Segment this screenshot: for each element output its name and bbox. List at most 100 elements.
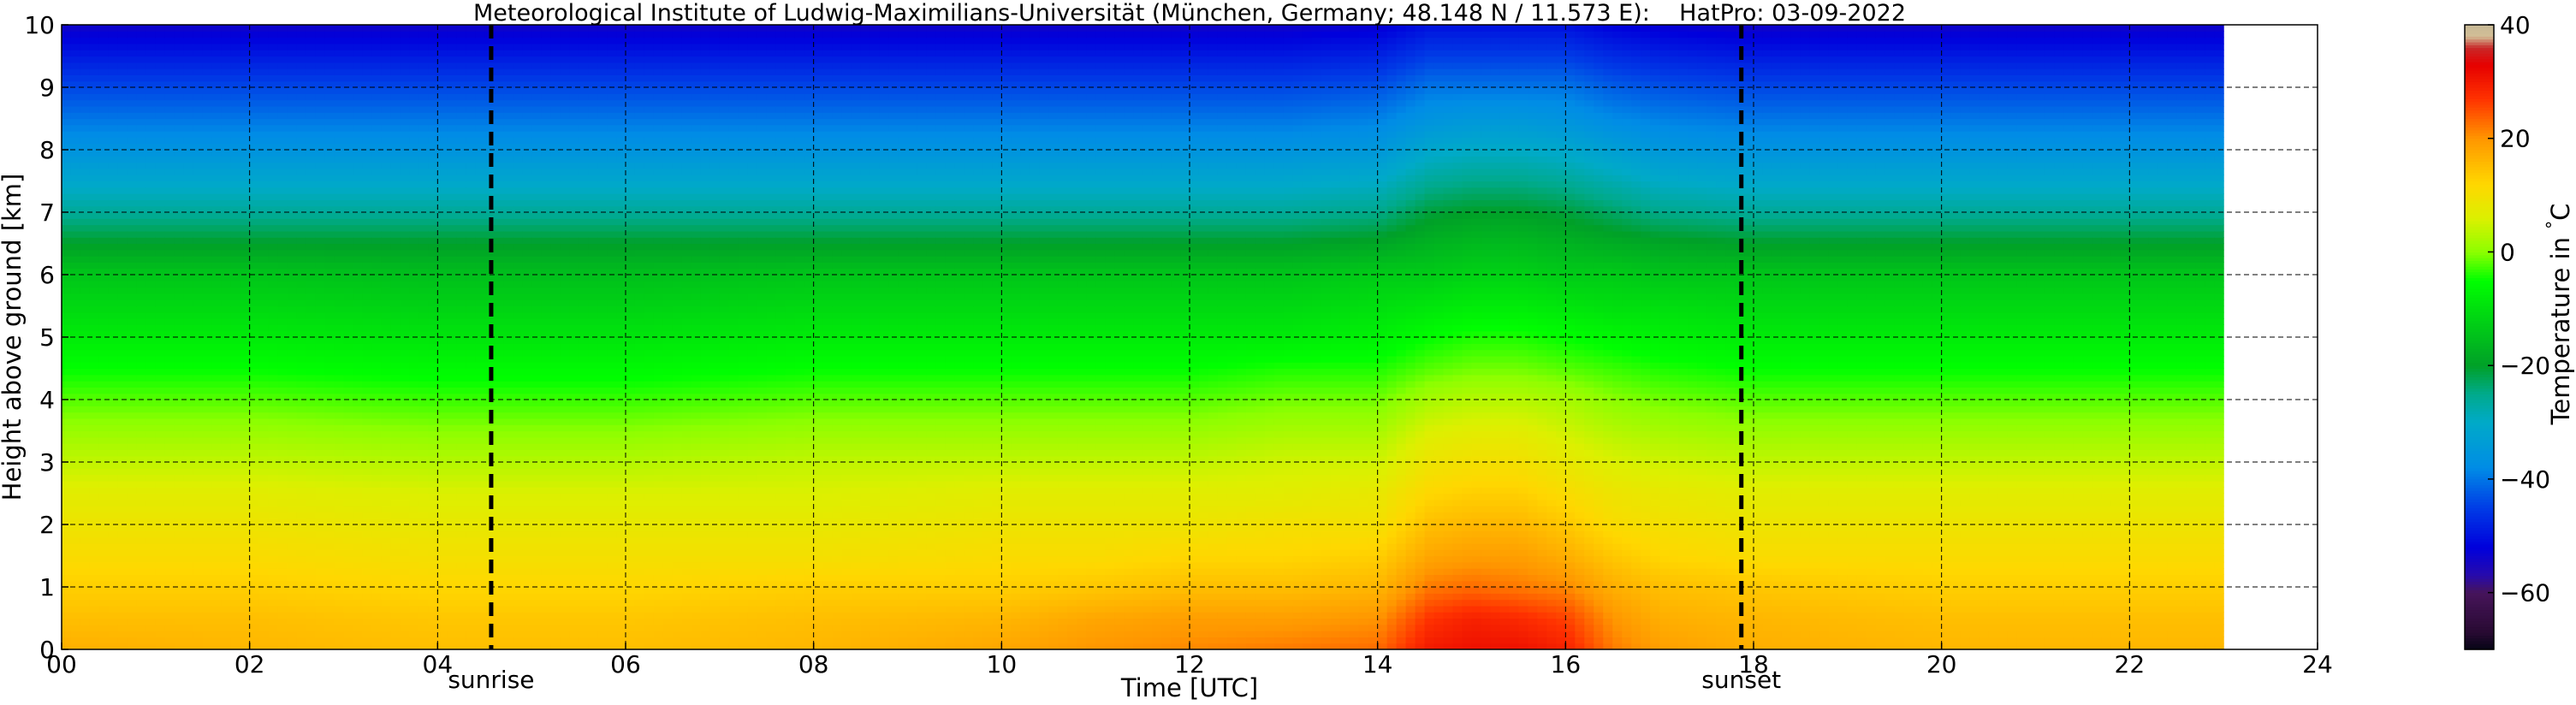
heatmap-cell xyxy=(184,150,194,157)
heatmap-cell xyxy=(381,375,391,382)
heatmap-cell xyxy=(371,631,382,637)
heatmap-cell xyxy=(146,381,157,388)
heatmap-cell xyxy=(475,150,485,157)
heatmap-cell xyxy=(222,619,232,625)
heatmap-cell xyxy=(466,237,476,244)
heatmap-cell xyxy=(400,193,410,200)
heatmap-cell xyxy=(71,299,81,306)
heatmap-cell xyxy=(316,581,326,588)
heatmap-cell xyxy=(156,187,166,194)
heatmap-cell xyxy=(278,312,288,319)
heatmap-cell xyxy=(165,175,175,181)
heatmap-cell xyxy=(400,68,410,75)
heatmap-cell xyxy=(522,225,532,232)
heatmap-cell xyxy=(494,369,504,376)
heatmap-cell xyxy=(362,231,372,238)
heatmap-cell xyxy=(522,506,532,512)
heatmap-cell xyxy=(212,199,223,206)
heatmap-cell xyxy=(146,619,157,625)
heatmap-cell xyxy=(222,337,232,344)
heatmap-cell xyxy=(456,175,466,181)
heatmap-cell xyxy=(522,537,532,544)
heatmap-cell xyxy=(99,530,110,537)
heatmap-cell xyxy=(193,62,204,69)
heatmap-cell xyxy=(325,44,335,50)
heatmap-cell xyxy=(175,593,185,600)
heatmap-cell xyxy=(409,131,419,138)
heatmap-cell xyxy=(503,50,513,56)
heatmap-cell xyxy=(288,193,298,200)
heatmap-cell xyxy=(156,193,166,200)
heatmap-cell xyxy=(316,62,326,69)
heatmap-cell xyxy=(288,625,298,631)
heatmap-cell xyxy=(335,44,345,50)
heatmap-cell xyxy=(335,256,345,263)
heatmap-cell xyxy=(99,350,110,357)
heatmap-cell xyxy=(447,350,457,357)
heatmap-cell xyxy=(118,612,128,619)
heatmap-cell xyxy=(259,93,270,100)
heatmap-cell xyxy=(184,193,194,200)
heatmap-cell xyxy=(297,312,307,319)
heatmap-cell xyxy=(400,356,410,363)
heatmap-cell xyxy=(503,543,513,550)
heatmap-cell xyxy=(118,318,128,325)
heatmap-cell xyxy=(269,324,279,331)
heatmap-cell xyxy=(240,394,251,400)
heatmap-cell xyxy=(437,381,448,388)
heatmap-cell xyxy=(278,574,288,581)
heatmap-cell xyxy=(222,406,232,412)
heatmap-cell xyxy=(400,331,410,338)
heatmap-cell xyxy=(71,343,81,350)
heatmap-cell xyxy=(400,237,410,244)
heatmap-cell xyxy=(212,281,223,287)
heatmap-cell xyxy=(259,312,270,319)
heatmap-cell xyxy=(475,44,485,50)
heatmap-cell xyxy=(90,556,100,563)
heatmap-cell xyxy=(335,356,345,363)
heatmap-cell xyxy=(212,218,223,225)
heatmap-cell xyxy=(184,350,194,357)
heatmap-cell xyxy=(212,343,223,350)
heatmap-cell xyxy=(522,556,532,563)
heatmap-cell xyxy=(212,100,223,107)
heatmap-cell xyxy=(175,543,185,550)
heatmap-cell xyxy=(184,106,194,113)
heatmap-cell xyxy=(371,387,382,394)
heatmap-cell xyxy=(456,231,466,238)
heatmap-cell xyxy=(193,93,204,100)
heatmap-cell xyxy=(503,275,513,281)
heatmap-cell xyxy=(447,468,457,475)
heatmap-cell xyxy=(175,225,185,232)
heatmap-cell xyxy=(212,437,223,444)
heatmap-cell xyxy=(503,56,513,63)
heatmap-cell xyxy=(80,262,91,269)
heatmap-cell xyxy=(212,299,223,306)
heatmap-cell xyxy=(212,163,223,169)
heatmap-cell xyxy=(437,306,448,313)
heatmap-cell xyxy=(335,93,345,100)
heatmap-cell xyxy=(99,306,110,313)
heatmap-cell xyxy=(269,163,279,169)
heatmap-cell xyxy=(109,475,119,482)
heatmap-cell xyxy=(146,369,157,376)
heatmap-cell xyxy=(306,150,317,157)
heatmap-cell xyxy=(522,269,532,275)
heatmap-cell xyxy=(240,68,251,75)
heatmap-cell xyxy=(71,44,81,50)
heatmap-cell xyxy=(466,225,476,232)
heatmap-cell xyxy=(447,549,457,556)
heatmap-cell xyxy=(371,137,382,144)
heatmap-cell xyxy=(306,287,317,294)
heatmap-cell xyxy=(371,587,382,594)
heatmap-cell xyxy=(437,556,448,563)
heatmap-cell xyxy=(156,62,166,69)
heatmap-cell xyxy=(344,281,354,287)
heatmap-cell xyxy=(156,406,166,412)
heatmap-cell xyxy=(390,231,401,238)
heatmap-cell xyxy=(118,593,128,600)
heatmap-cell xyxy=(71,456,81,463)
heatmap-cell xyxy=(118,631,128,637)
heatmap-cell xyxy=(466,506,476,512)
heatmap-cell xyxy=(428,175,438,181)
